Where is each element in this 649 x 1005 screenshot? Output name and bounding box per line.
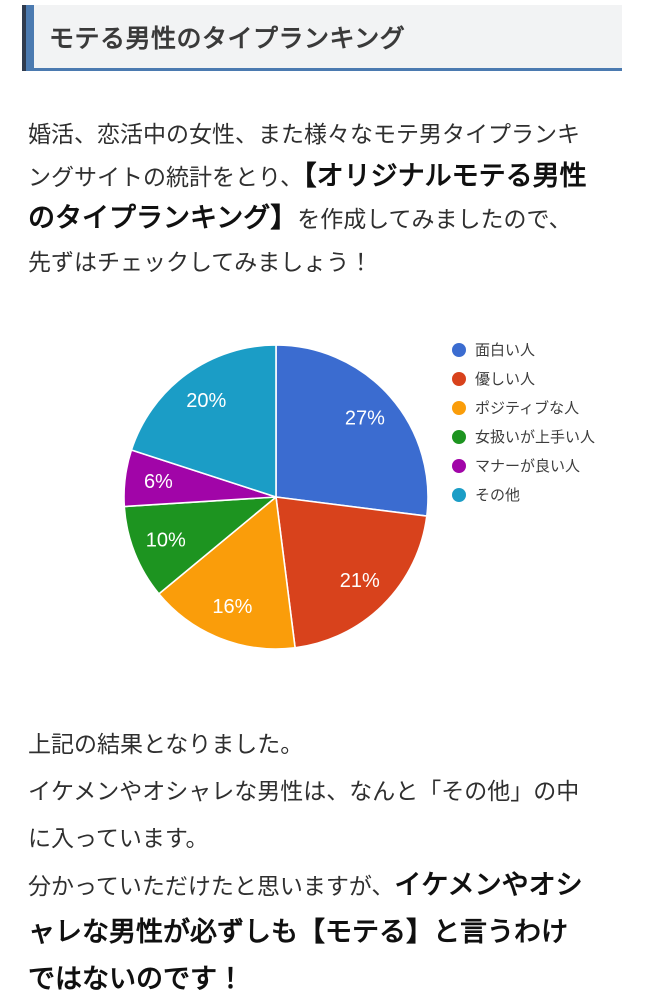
legend-label: 面白い人 (475, 342, 536, 360)
pie-slice-label: 21% (340, 570, 380, 592)
intro-paragraph: 婚活、恋活中の女性、また様々なモテ男タイプランキングサイトの統計をとり、【オリジ… (28, 113, 593, 283)
pie-slice-1 (275, 496, 428, 649)
legend-label: その他 (475, 487, 521, 505)
pie-slice-0 (275, 344, 429, 518)
legend-swatch-icon (452, 371, 466, 386)
legend-swatch-icon (452, 458, 466, 473)
legend-item: その他 (452, 480, 595, 509)
result-paragraph: 上記の結果となりました。 (28, 731, 304, 758)
legend-item: ポジティブな人 (452, 393, 595, 422)
pie-chart-figure: 27% 21% 16% 10% 6% 20% 面白い人優しい人ポジティブな人 女扱いが上手い… (28, 327, 595, 699)
page-title: モテる男性のタイプランキング (49, 25, 406, 53)
legend-item: マナーが良い人 (452, 451, 595, 480)
pie-slice-label: 10% (146, 530, 186, 552)
article-body: 婚活、恋活中の女性、また様々なモテ男タイプランキングサイトの統計をとり、【オリジ… (0, 113, 649, 1004)
pie-slice-2 (158, 496, 296, 650)
intro-text-after: を作成してみましたので、先ずはチェックしてみましょう！ (28, 206, 572, 275)
conclusion-paragraph: 分かっていただけたと思いますが、イケメンやオシャレな男性が必ずしも【モテる】と言… (28, 863, 593, 1004)
pie-slice-label: 20% (186, 390, 226, 412)
pie-slice-5 (130, 344, 277, 498)
legend-item: 面白い人 (452, 335, 595, 364)
legend-swatch-icon (452, 400, 466, 415)
intro-bold-text: 【オリジナルモテる男性のタイプランキング】 (28, 160, 587, 234)
legend-swatch-icon (452, 342, 466, 357)
detail-paragraph: イケメンやオシャレな男性は、なんと「その他」の中に入っています。 (28, 778, 580, 852)
legend-item: 女扱いが上手い人 (452, 422, 595, 451)
pie-slice-label: 27% (345, 408, 385, 430)
pie-slice-3 (123, 496, 277, 595)
intro-text-before: 婚活、恋活中の女性、また様々なモテ男タイプランキングサイトの統計をとり、 (28, 121, 580, 190)
conclusion-bold-text: イケメンやオシャレな男性が必ずしも【モテる】と言うわけではないのです！ (28, 869, 583, 994)
conclusion-text-before: 分かっていただけたと思いますが、 (28, 872, 395, 899)
legend-swatch-icon (452, 429, 466, 444)
legend-item: 優しい人 (452, 364, 595, 393)
legend-label: 優しい人 (475, 371, 536, 389)
pie-chart: 27% 21% 16% 10% 6% 20% (123, 344, 429, 650)
outro-section: 上記の結果となりました。 イケメンやオシャレな男性は、なんと「その他」の中に入っ… (28, 721, 593, 1004)
legend-label: ポジティブな人 (475, 400, 580, 418)
legend-label: マナーが良い人 (475, 458, 581, 476)
legend-swatch-icon (452, 487, 466, 502)
page-title-banner: モテる男性のタイプランキング (22, 5, 622, 71)
pie-slice-label: 16% (212, 596, 252, 618)
pie-slice-label: 6% (144, 471, 173, 493)
legend-label: 女扱いが上手い人 (475, 429, 596, 447)
chart-legend: 面白い人優しい人ポジティブな人 女扱いが上手い人 マナーが良い人 その他 (452, 335, 595, 509)
